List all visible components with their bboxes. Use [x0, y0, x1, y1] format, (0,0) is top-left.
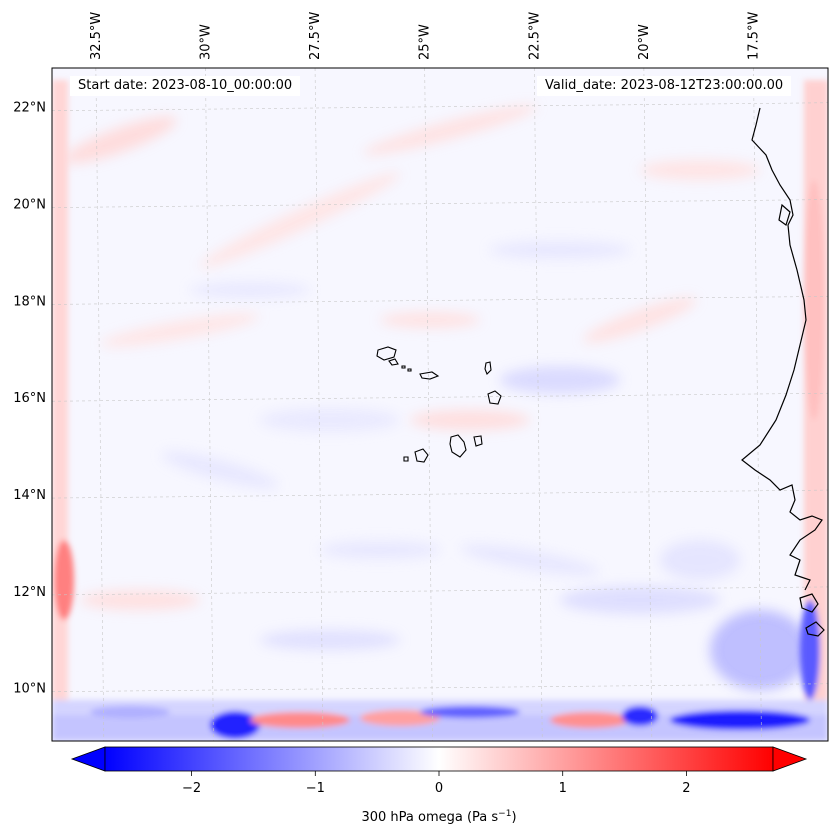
- lon-tick-label: 27.5°W: [308, 12, 323, 60]
- colorbar-label: 300 hPa omega (Pa s−1): [361, 809, 516, 825]
- map-gridlines: [52, 68, 828, 741]
- lat-tick-label: 22°N: [13, 101, 46, 116]
- lat-tick-label: 14°N: [13, 488, 46, 503]
- colorbar-tick-label: 0: [435, 781, 443, 796]
- grid-line-lon: [753, 68, 762, 741]
- colorbar-tick-label: 2: [682, 781, 690, 796]
- coastline: [741, 107, 825, 637]
- colorbar: −2 −1 0 1 2 300 hPa omega (Pa s−1): [70, 746, 808, 825]
- latitude-tick-labels: 10°N 12°N 14°N 16°N 18°N 20°N 22°N: [13, 101, 46, 697]
- lat-tick-label: 12°N: [13, 585, 46, 600]
- grid-line-lon: [205, 68, 214, 741]
- lat-tick-label: 16°N: [13, 391, 46, 406]
- grid-line-lon: [643, 68, 653, 741]
- grid-line-lon: [533, 68, 543, 741]
- grid-line-lon: [314, 68, 324, 741]
- valid-date-label: Valid_date: 2023-08-12T23:00:00.00: [537, 76, 792, 96]
- colorbar-extend-min: [70, 746, 106, 772]
- lon-tick-label: 22.5°W: [527, 12, 542, 60]
- longitude-tick-labels: 32.5°W 30°W 27.5°W 25°W 22.5°W 20°W 17.5°W: [89, 12, 762, 60]
- lat-tick-label: 18°N: [13, 294, 46, 309]
- colorbar-ticks: −2 −1 0 1 2: [182, 771, 691, 796]
- start-date-label: Start date: 2023-08-10_00:00:00: [70, 76, 301, 96]
- colorbar-gradient: [104, 746, 774, 772]
- lon-tick-label: 32.5°W: [89, 12, 104, 60]
- map-frame: [51, 67, 829, 742]
- lat-tick-label: 10°N: [13, 682, 46, 697]
- grid-line-lon: [95, 68, 105, 741]
- lat-tick-label: 20°N: [13, 198, 46, 213]
- omega-field: [52, 68, 828, 741]
- colorbar-tick-label: −1: [306, 781, 325, 796]
- colorbar-extend-max: [772, 746, 808, 772]
- colorbar-tick-label: 1: [559, 781, 567, 796]
- lon-tick-label: 20°W: [637, 24, 652, 60]
- lon-tick-label: 17.5°W: [746, 12, 761, 60]
- lon-tick-label: 25°W: [418, 24, 433, 60]
- grid-line-lon: [424, 68, 433, 741]
- colorbar-tick-label: −2: [182, 781, 201, 796]
- lon-tick-label: 30°W: [198, 24, 213, 60]
- cape-verde-islands: [376, 346, 502, 463]
